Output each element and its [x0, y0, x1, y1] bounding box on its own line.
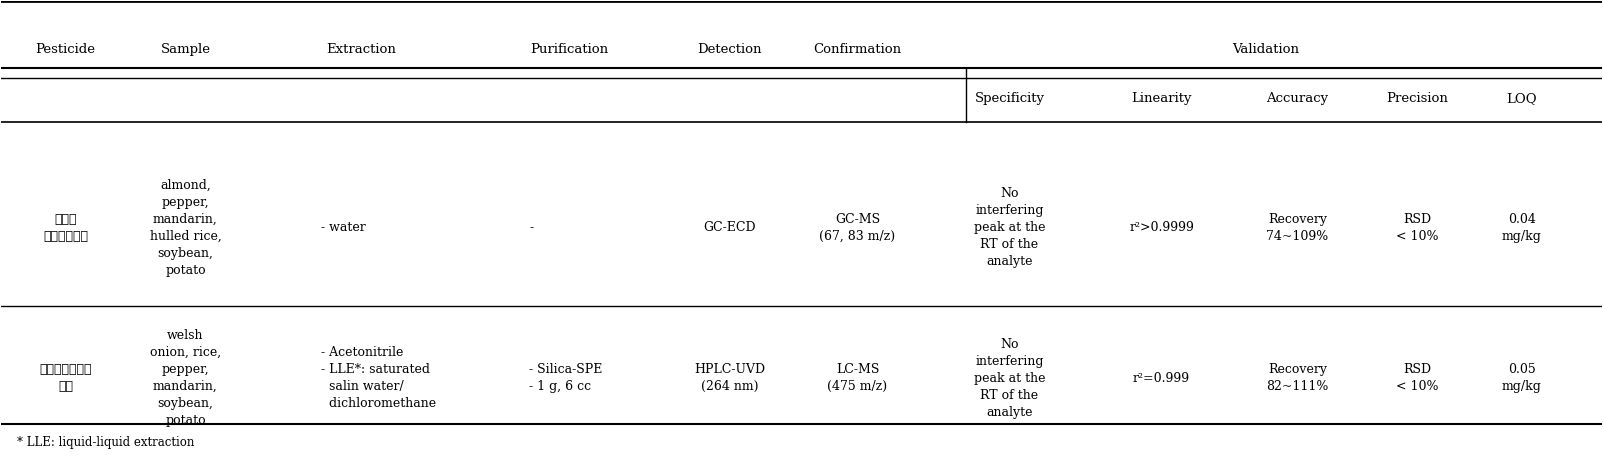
Text: Accuracy: Accuracy	[1266, 92, 1329, 105]
Text: LC-MS
(475 m/z): LC-MS (475 m/z)	[827, 363, 888, 393]
Text: Precision: Precision	[1387, 92, 1449, 105]
Text: almond,
pepper,
mandarin,
hulled rice,
soybean,
potato: almond, pepper, mandarin, hulled rice, s…	[149, 179, 221, 277]
Text: Pesticide: Pesticide	[35, 43, 96, 56]
Text: 0.04
mg/kg: 0.04 mg/kg	[1502, 213, 1542, 243]
Text: RSD
< 10%: RSD < 10%	[1396, 363, 1439, 393]
Text: Purification: Purification	[531, 43, 609, 56]
Text: 사이안트라닐리
프롤: 사이안트라닐리 프롤	[38, 363, 91, 393]
Text: r²>0.9999: r²>0.9999	[1129, 221, 1194, 234]
Text: r²=0.999: r²=0.999	[1133, 372, 1189, 385]
Text: 0.05
mg/kg: 0.05 mg/kg	[1502, 363, 1542, 393]
Text: Sample: Sample	[160, 43, 210, 56]
Text: Detection: Detection	[697, 43, 761, 56]
Text: Linearity: Linearity	[1132, 92, 1191, 105]
Text: LOQ: LOQ	[1507, 92, 1537, 105]
Text: Specificity: Specificity	[975, 92, 1045, 105]
Text: Validation: Validation	[1233, 43, 1298, 56]
Text: Confirmation: Confirmation	[813, 43, 901, 56]
Text: 설푸릴
플루오라이드: 설푸릴 플루오라이드	[43, 213, 88, 243]
Text: No
interfering
peak at the
RT of the
analyte: No interfering peak at the RT of the ana…	[973, 187, 1045, 268]
Text: - Acetonitrile
- LLE*: saturated
  salin water/
  dichloromethane: - Acetonitrile - LLE*: saturated salin w…	[322, 346, 436, 410]
Text: GC-ECD: GC-ECD	[704, 221, 755, 234]
Text: HPLC-UVD
(264 nm): HPLC-UVD (264 nm)	[694, 363, 765, 393]
Text: Extraction: Extraction	[327, 43, 396, 56]
Text: Recovery
82~111%: Recovery 82~111%	[1266, 363, 1329, 393]
Text: - Silica-SPE
- 1 g, 6 cc: - Silica-SPE - 1 g, 6 cc	[529, 363, 603, 393]
Text: Recovery
74~109%: Recovery 74~109%	[1266, 213, 1329, 243]
Text: GC-MS
(67, 83 m/z): GC-MS (67, 83 m/z)	[819, 213, 896, 243]
Text: welsh
onion, rice,
pepper,
mandarin,
soybean,
potato: welsh onion, rice, pepper, mandarin, soy…	[149, 329, 221, 427]
Text: - water: - water	[322, 221, 365, 234]
Text: No
interfering
peak at the
RT of the
analyte: No interfering peak at the RT of the ana…	[973, 338, 1045, 418]
Text: * LLE: liquid-liquid extraction: * LLE: liquid-liquid extraction	[18, 436, 196, 449]
Text: -: -	[529, 221, 534, 234]
Text: RSD
< 10%: RSD < 10%	[1396, 213, 1439, 243]
